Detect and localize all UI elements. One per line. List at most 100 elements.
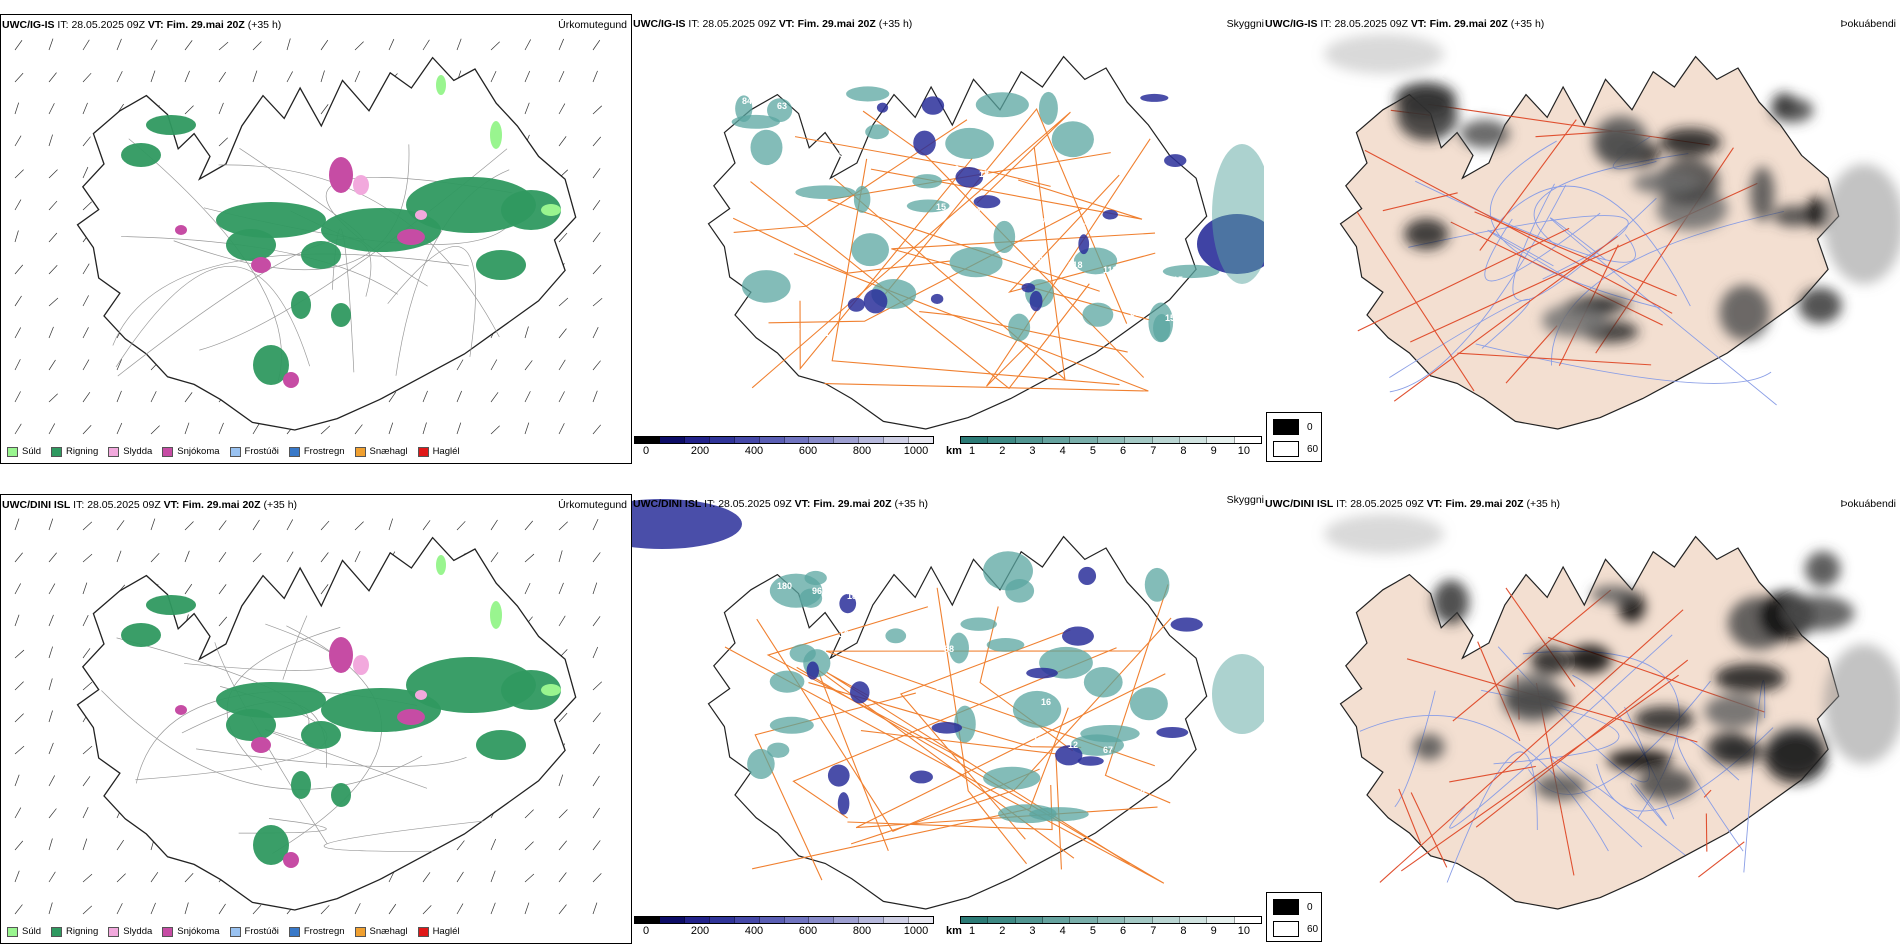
colorbar-tick: 10	[1237, 925, 1250, 937]
legend-swatch	[162, 926, 174, 937]
fog-legend-swatch	[1273, 419, 1299, 435]
cloud-base-label: 69	[909, 639, 919, 649]
cloud-base-label: 96	[812, 586, 822, 596]
fog-legend-item: 0	[1273, 899, 1313, 915]
legend-label: Snæhagl	[369, 926, 408, 937]
legend-label: Slydda	[123, 926, 153, 937]
colorbar-tick: 8	[1180, 445, 1187, 457]
fog-legend-row2: 0 60	[1266, 892, 1322, 942]
colorbar-tick: 600	[798, 445, 818, 457]
legend-label: Súld	[22, 926, 42, 937]
panel-title: Skyggni	[1226, 494, 1264, 506]
legend-item: Frostregn	[288, 926, 345, 937]
legend-label: Frostúði	[244, 926, 279, 937]
cloud-base-label: 102	[1130, 788, 1145, 798]
cloud-base-label: 96	[839, 149, 849, 159]
legend-item: Súld	[7, 446, 41, 457]
legend-swatch	[229, 926, 241, 937]
legend-item: Haglél	[417, 446, 460, 457]
colorbar-tick: 5	[1089, 925, 1096, 937]
colorbar-tick: 2	[999, 445, 1006, 457]
cloud-base-label: 63	[777, 101, 787, 111]
legend-item: Súld	[7, 926, 41, 937]
panel-title: Þokuábendi	[1840, 18, 1896, 30]
panel-header: UWC/DINI ISL IT: 28.05.2025 09Z VT: Fim.…	[1265, 498, 1561, 510]
fog-legend-item: 0	[1273, 419, 1313, 435]
cloud-base-label: 112	[1103, 265, 1118, 275]
panel-header: UWC/IG-IS IT: 28.05.2025 09Z VT: Fim. 29…	[633, 18, 913, 30]
legend-item: Snjókoma	[162, 446, 220, 457]
colorbar-tick: 400	[744, 925, 764, 937]
colorbar-tick: 800	[852, 925, 872, 937]
cloud-panel-row1: 84 96 15 69 65 63 75 87 118 153 96 119 127 112 287 377 1…	[632, 14, 1264, 464]
cloud-base-label: 18	[936, 682, 946, 692]
cloud-base-label: 119	[909, 159, 924, 169]
cloud-base-label: 69	[1033, 255, 1043, 265]
colorbar-strip	[634, 916, 934, 924]
legend-label: Snjókoma	[177, 926, 220, 937]
cloud-base-label: 75	[874, 154, 884, 164]
cloud-base-label: 377	[847, 111, 862, 121]
cloud-base-label: 16	[1041, 697, 1051, 707]
legend-item: Rigning	[51, 446, 98, 457]
colorbar-tick: 600	[798, 925, 818, 937]
height-colorbar-row1: 02004006008001000m	[634, 436, 934, 458]
colorbar-tick: 3	[1029, 445, 1036, 457]
legend-swatch	[51, 446, 63, 457]
fog-legend-item: 60	[1273, 441, 1318, 457]
legend-label: Rigning	[66, 926, 99, 937]
colorbar-tick: 2	[999, 925, 1006, 937]
legend-item: Slydda	[108, 446, 152, 457]
cloud-base-label: 15	[936, 202, 946, 212]
colorbar-tick: 1	[969, 925, 976, 937]
colorbar-tick: 200	[690, 445, 710, 457]
cloud-panel-row2: 108 10 18 112 102 180 15 58 12 45 96 69 64 67 15 18 88 16…	[632, 494, 1264, 944]
cloud-base-label: 15	[874, 634, 884, 644]
cloud-base-label: 67	[1103, 745, 1113, 755]
cloud-base-label: 84	[742, 96, 752, 106]
cloud-base-label: 153	[1165, 313, 1180, 323]
legend-item: Frostúði	[229, 446, 279, 457]
colorbar-tick: 400	[744, 445, 764, 457]
cloud-base-label: 18	[847, 591, 857, 601]
colorbar-strip	[634, 436, 934, 444]
cloud-base-label: 127	[1006, 212, 1021, 222]
legend-swatch	[354, 446, 366, 457]
colorbar-tick: 7	[1150, 925, 1157, 937]
panel-header: UWC/DINI ISL IT: 28.05.2025 09Z VT: Fim.…	[2, 499, 298, 511]
legend-swatch	[108, 926, 120, 937]
cloud-base-label: 65	[1130, 308, 1140, 318]
cloud-base-label: 84	[1138, 270, 1148, 280]
cloud-base-label: 18	[979, 169, 989, 179]
colorbar-tick: 4	[1059, 925, 1066, 937]
colorbar-tick: 6	[1120, 445, 1127, 457]
legend-swatch	[288, 446, 300, 457]
cloud-base-label: 58	[971, 687, 981, 697]
colorbar-tick: 5	[1089, 445, 1096, 457]
panel-title: Úrkomutegund	[558, 19, 627, 31]
fog-legend-swatch	[1273, 441, 1299, 457]
cloud-base-label: 64	[1006, 692, 1016, 702]
fog-legend-swatch	[1273, 899, 1299, 915]
cloud-base-label: 148	[785, 323, 800, 333]
cloud-map-row1: 84 96 15 69 65 63 75 87 118 153 96 119 127 112 287 377 1…	[707, 55, 1264, 430]
cloud-base-label: 10	[839, 629, 849, 639]
colorbar-tick: 4	[1059, 445, 1066, 457]
legend-item: Snæhagl	[354, 446, 408, 457]
distance-colorbar-row2: 1 2 3 4 5 6 7 8 9 10 km	[946, 916, 1262, 938]
legend-label: Frostregn	[303, 446, 345, 457]
legend-item: Frostregn	[288, 446, 345, 457]
fog-legend-item: 60	[1273, 921, 1318, 937]
colorbar-tick: 800	[852, 445, 872, 457]
cloud-base-label: 45	[1165, 793, 1175, 803]
legend-label: Haglél	[432, 446, 460, 457]
colorbar-tick: 200	[690, 925, 710, 937]
cloud-base-label: 87	[971, 207, 981, 217]
cloud-base-label: 118	[1068, 260, 1083, 270]
precip-panel-row1: UWC/IG-IS IT: 28.05.2025 09Z VT: Fim. 29…	[0, 14, 632, 464]
legend-swatch	[417, 446, 429, 457]
legend-swatch	[51, 926, 63, 937]
legend-label: Rigning	[66, 446, 99, 457]
colorbar-strip	[960, 916, 1262, 924]
height-colorbar-row2: 02004006008001000m	[634, 916, 934, 938]
